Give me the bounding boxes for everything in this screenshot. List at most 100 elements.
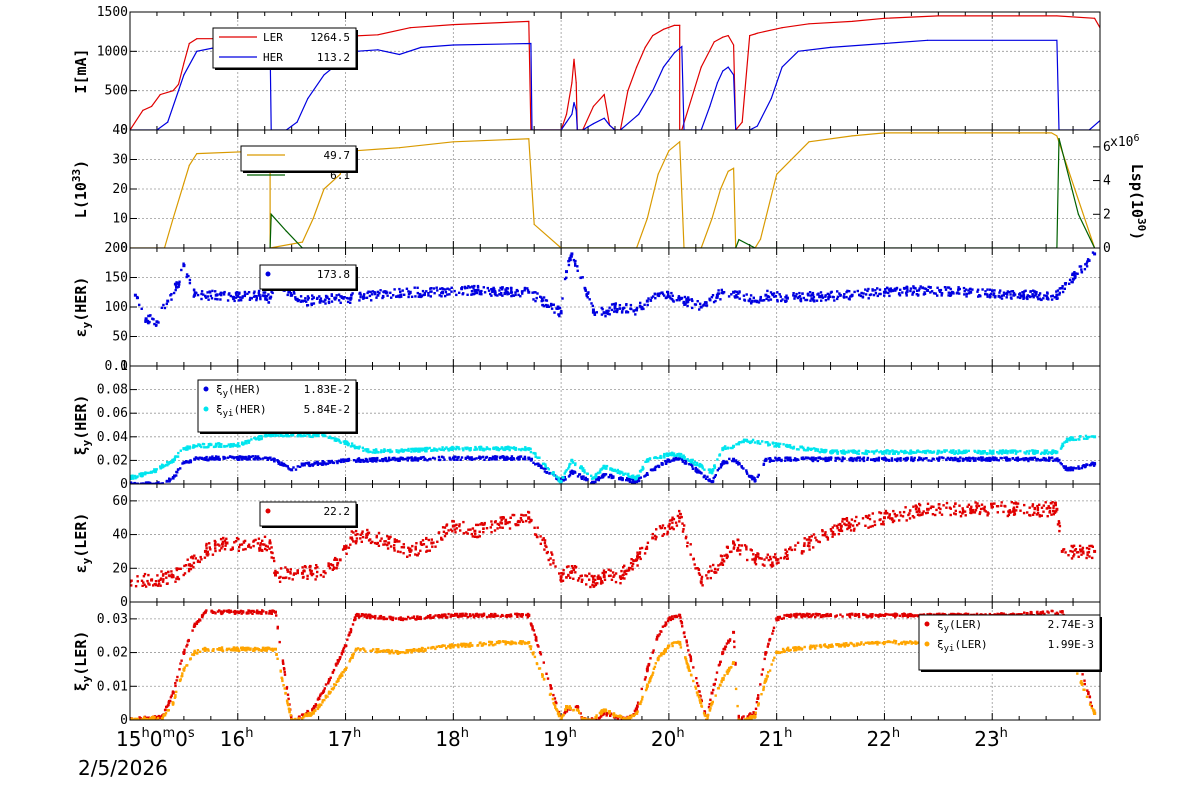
series-yiher-point <box>296 435 299 438</box>
series-ler-point <box>159 94 161 96</box>
series-main-point <box>777 561 780 564</box>
series-yiher-point <box>1071 436 1074 439</box>
series-yher-point <box>300 463 304 467</box>
series-main-point <box>1068 282 1071 285</box>
series-yiher-point <box>458 447 461 451</box>
series-yher-point <box>789 459 792 462</box>
series-main-point <box>444 290 448 294</box>
series-main-point <box>345 546 348 549</box>
series-main-point <box>943 286 947 289</box>
series-yher-point <box>442 456 445 459</box>
series-yher-point <box>509 457 513 460</box>
series-main-point <box>451 524 455 528</box>
series-main-point <box>734 296 737 299</box>
series-main-point <box>621 307 625 310</box>
series-l-point <box>776 173 778 175</box>
series-main-point <box>698 308 701 311</box>
series-main-point <box>771 564 775 567</box>
series-main-point <box>217 543 220 546</box>
series-main-point <box>872 293 876 297</box>
series-main-point <box>503 291 506 295</box>
series-yher-point <box>745 469 748 472</box>
series-yiher-point <box>283 434 286 438</box>
series-main-point <box>461 293 464 296</box>
series-yiher-point <box>954 450 958 453</box>
series-yher-point <box>829 457 833 461</box>
series-main-point <box>861 296 865 299</box>
series-yher-point <box>957 459 961 463</box>
series-yher-point <box>984 457 987 460</box>
series-yher-point <box>357 458 360 461</box>
series-yher-point <box>222 455 225 459</box>
series-main-point <box>745 293 748 296</box>
series-main-point <box>1079 550 1083 553</box>
series-main-point <box>565 576 568 579</box>
series-yiher-point <box>334 437 338 440</box>
y-tick-label: 30 <box>112 153 128 168</box>
series-yiher-point <box>823 449 826 452</box>
series-main-point <box>157 321 160 324</box>
series-main-point <box>1061 290 1065 294</box>
series-main-point <box>891 289 894 293</box>
series-main-point <box>1085 262 1088 265</box>
series-yiher-point <box>803 448 806 452</box>
series-main-point <box>551 303 554 306</box>
series-yher-point <box>424 458 427 461</box>
series-yher-point <box>277 462 280 465</box>
series-main-point <box>494 293 497 297</box>
series-main-point <box>504 290 507 293</box>
series-main-point <box>275 571 278 574</box>
series-yiher-point <box>943 449 946 452</box>
series-yiher-point <box>455 445 458 449</box>
series-main-point <box>912 516 916 519</box>
series-ler-point <box>652 35 654 37</box>
series-main-point <box>365 296 369 299</box>
series-main-point <box>255 298 258 302</box>
series-main-point <box>716 292 720 295</box>
series-yher-point <box>272 457 276 460</box>
series-main-point <box>594 582 597 585</box>
series-yher-point <box>1044 459 1048 462</box>
series-yiher-point <box>628 475 632 478</box>
y2-multiplier: x106 <box>1110 133 1140 150</box>
series-main-point <box>322 300 325 303</box>
series-main-point <box>609 569 612 572</box>
series-yiher-point <box>850 450 854 453</box>
series-main-point <box>352 531 355 534</box>
series-yiher-point <box>659 454 662 458</box>
series-main-point <box>459 529 462 532</box>
series-yiher-point <box>631 474 634 478</box>
series-yiher-point <box>1068 439 1071 442</box>
series-yher-point <box>1042 456 1045 460</box>
series-main-point <box>216 293 219 297</box>
series-main-point <box>473 529 477 533</box>
series-main-point <box>1040 506 1044 509</box>
series-main-point <box>869 525 872 528</box>
series-yiher-point <box>990 451 993 454</box>
series-yher-point <box>708 479 711 483</box>
series-main-point <box>144 585 148 588</box>
series-main-point <box>155 320 159 324</box>
series-main-point <box>600 580 603 583</box>
series-main-point <box>165 576 168 579</box>
series-yher-point <box>757 473 760 477</box>
series-main-point <box>798 295 802 298</box>
series-yiher-point <box>215 442 218 446</box>
series-yiher-point <box>504 446 507 449</box>
series-yher-point <box>240 458 244 461</box>
series-main-point <box>330 300 334 303</box>
series-main-point <box>984 293 987 296</box>
series-yher-point <box>630 478 634 481</box>
series-main-point <box>838 292 841 295</box>
series-main-point <box>336 564 339 567</box>
series-yiher-point <box>878 451 881 454</box>
series-main-point <box>1045 295 1049 298</box>
series-main-point <box>347 297 350 300</box>
series-main-point <box>585 294 588 298</box>
series-yiher-point <box>1069 436 1073 439</box>
series-main-point <box>549 304 553 307</box>
series-main-point <box>774 556 777 559</box>
series-yher-point <box>810 456 814 459</box>
series-main-point <box>828 293 831 296</box>
